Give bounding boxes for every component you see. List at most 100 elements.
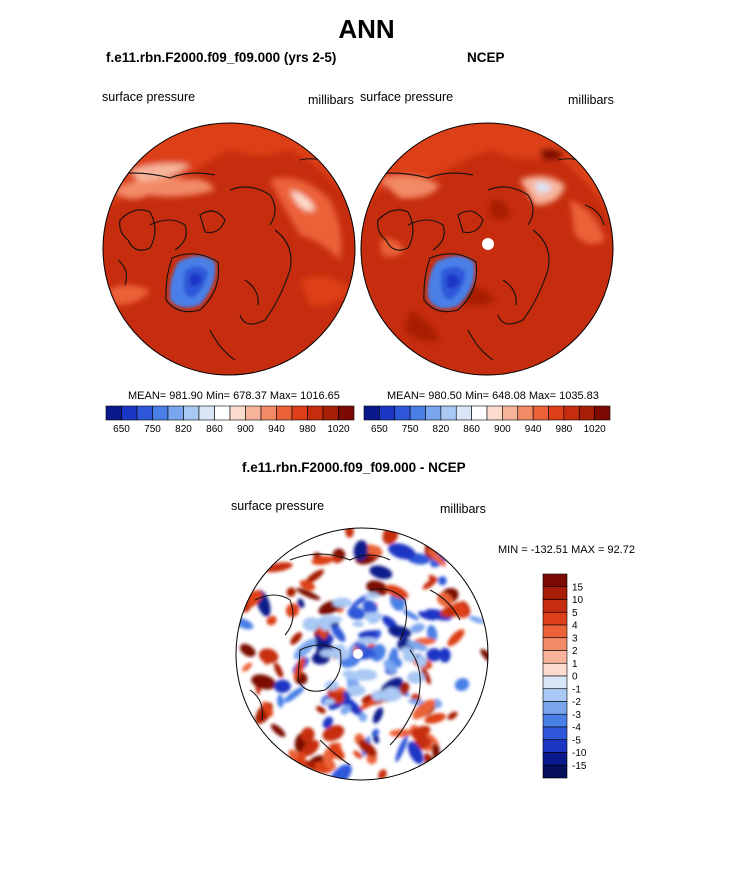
panel1-stats: MEAN= 981.90 Min= 678.37 Max= 1016.65 <box>128 390 340 402</box>
diff-anomaly-patch <box>406 640 428 652</box>
panel1-colorbar-swatch <box>198 405 215 421</box>
panel3-title: f.e11.rbn.F2000.f09_f09.000 - NCEP <box>242 460 466 475</box>
diff-anomaly-patch <box>262 701 274 717</box>
diff-anomaly-patch <box>416 654 427 668</box>
panel1-colorbar-tick-label: 980 <box>299 424 316 435</box>
diff-anomaly-patch <box>302 739 320 757</box>
panel2-colorbar-swatch <box>594 405 611 421</box>
diff-anomaly-patch <box>350 593 370 609</box>
panel2-colorbar-tick-label: 980 <box>556 424 573 435</box>
panel1-colorbar-swatch <box>276 405 293 421</box>
diff-anomaly-patch <box>412 699 436 720</box>
diff-anomaly-patch <box>322 716 333 729</box>
panel1-colorbar-tick-label: 650 <box>113 424 130 435</box>
diff-anomaly-patch <box>378 769 387 780</box>
panel3-left-label: surface pressure <box>231 499 325 513</box>
diff-anomaly-patch <box>347 685 366 696</box>
diff-anomaly-patch <box>356 637 379 645</box>
panel2-right-label: millibars <box>568 93 614 107</box>
diff-anomaly-patch <box>364 592 380 599</box>
diff-anomaly-patch <box>366 580 389 596</box>
diff-anomaly-patch <box>347 606 366 620</box>
diff-anomaly-patch <box>388 625 412 639</box>
panel3-colorbar-tick-label: -1 <box>572 684 581 695</box>
panel1-colorbar-swatch <box>136 405 153 421</box>
diff-anomaly-patch <box>316 705 326 714</box>
panel3-colorbar-tick-label: -15 <box>572 761 587 772</box>
diff-anomaly-patch <box>270 723 286 738</box>
diff-anomaly-patch <box>274 679 291 693</box>
diff-anomaly-patch <box>332 597 353 608</box>
diff-anomaly-patch <box>300 727 315 743</box>
diff-anomaly-patch <box>328 764 352 780</box>
diff-anomaly-patch <box>362 599 378 616</box>
diff-anomaly-patch <box>352 620 364 628</box>
diff-anomaly-patch <box>323 698 335 705</box>
diff-anomaly-patch <box>416 732 428 748</box>
diff-anomaly-patch <box>427 733 439 746</box>
panel2-colorbar-swatch <box>425 405 442 421</box>
panel2-colorbar-swatch <box>532 405 549 421</box>
panel3-colorbar-swatch <box>542 599 568 613</box>
panel3-colorbar-tick-label: -4 <box>572 723 581 734</box>
panel3-colorbar-swatch <box>542 701 568 715</box>
diff-anomaly-patch <box>277 694 284 708</box>
panel2-colorbar-tick-label: 900 <box>494 424 511 435</box>
diff-anomaly-patch <box>322 725 345 742</box>
panel1-colorbar-swatch <box>183 405 200 421</box>
panel2-colorbar-swatch <box>548 405 565 421</box>
panel3-stats: MIN = -132.51 MAX = 92.72 <box>498 544 635 556</box>
panel1-colorbar-tick-label: 820 <box>175 424 192 435</box>
panel3-colorbar-tick-label: 4 <box>572 621 578 632</box>
diff-anomaly-patch <box>242 662 253 672</box>
panel1-right-label: millibars <box>308 93 354 107</box>
diff-anomaly-patch <box>283 686 305 703</box>
panel1-colorbar-swatch <box>260 405 277 421</box>
diff-anomaly-patch <box>358 739 377 757</box>
panel3-colorbar-swatch <box>542 739 568 753</box>
diff-anomaly-patch <box>425 609 452 621</box>
panel3-colorbar-tick-label: 10 <box>572 595 584 606</box>
panel2-colorbar-swatch <box>379 405 396 421</box>
panel1-map <box>103 123 355 375</box>
figure-title: ANN <box>338 14 395 44</box>
diff-anomaly-patch <box>438 576 447 586</box>
diff-anomaly-patch <box>311 555 335 565</box>
diff-anomaly-patch <box>407 671 425 684</box>
panel2-colorbar-tick-label: 860 <box>463 424 480 435</box>
diff-anomaly-patch <box>290 632 303 645</box>
diff-anomaly-patch <box>358 712 368 722</box>
diff-anomaly-patch <box>319 649 338 658</box>
diff-anomaly-patch <box>447 629 465 647</box>
diff-anomaly-patch <box>329 743 345 760</box>
diff-anomaly-patch <box>342 669 356 679</box>
panel3-colorbar-swatch <box>542 752 568 766</box>
diff-anomaly-patch <box>439 647 451 663</box>
diff-anomaly-patch <box>364 544 383 557</box>
panel3-colorbar-tick-label: -5 <box>572 735 581 746</box>
panel2-colorbar-swatch <box>563 405 580 421</box>
panel2-colorbar-tick-label: 940 <box>525 424 542 435</box>
panel3-colorbar-tick-label: 0 <box>572 672 578 683</box>
diff-anomaly-patch <box>407 741 424 765</box>
panel3-colorbar-swatch <box>542 662 568 677</box>
panel3-colorbar-swatch <box>542 726 568 741</box>
diff-anomaly-patch <box>330 623 346 642</box>
diff-anomaly-patch <box>345 528 354 538</box>
diff-anomaly-patch <box>447 711 458 720</box>
panel3-colorbar-swatch <box>542 573 568 588</box>
panel2-colorbar-swatch <box>517 405 534 421</box>
diff-anomaly-patch <box>383 659 397 674</box>
diff-anomaly-patch <box>421 667 431 685</box>
diff-anomaly-patch <box>364 612 382 622</box>
diff-anomaly-patch <box>316 624 327 640</box>
diff-anomaly-patch <box>480 649 488 665</box>
diff-anomaly-patch <box>318 620 331 628</box>
diff-anomaly-patch <box>293 638 317 660</box>
panel2-colorbar: 650 750 820 860 900 940 980 1020 <box>363 405 611 435</box>
diff-anomaly-patch <box>402 650 417 663</box>
diff-anomaly-patch <box>395 735 408 762</box>
panel1-colorbar-swatch <box>105 405 122 421</box>
diff-anomaly-patch <box>296 587 321 601</box>
